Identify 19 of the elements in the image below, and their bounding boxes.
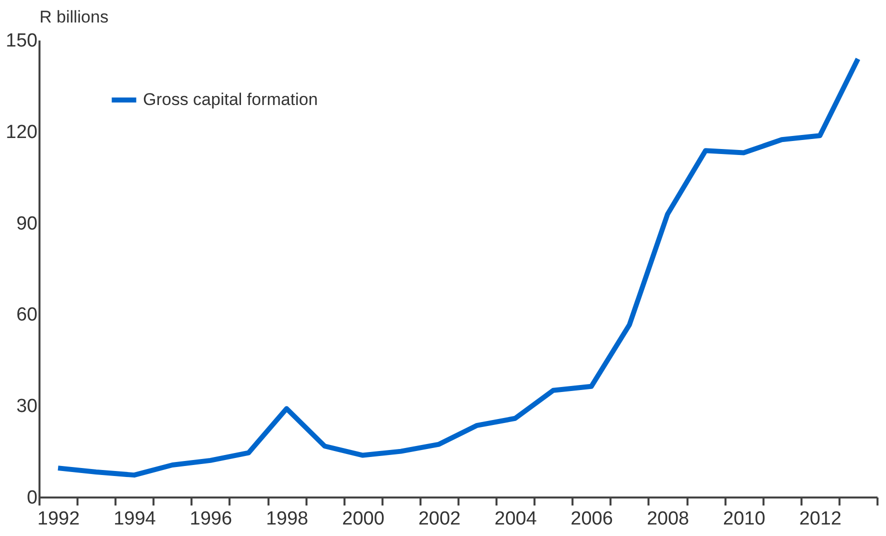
legend-label: Gross capital formation [143, 90, 318, 109]
x-tick-label: 2008 [646, 508, 690, 530]
x-tick-label: 1996 [190, 508, 232, 530]
y-tick-label: 120 [6, 122, 38, 143]
x-tick-label: 2000 [342, 508, 384, 530]
y-tick-label: 150 [6, 30, 38, 52]
y-axis-title: R billions [40, 8, 108, 26]
x-tick-label: 1992 [37, 508, 80, 530]
y-tick-label: 60 [16, 304, 38, 326]
x-tick-label: 2012 [799, 508, 842, 530]
x-tick-label: 2006 [570, 508, 613, 530]
x-tick-label: 2002 [418, 508, 461, 530]
y-tick-label: 30 [16, 396, 38, 418]
y-tick-label: 90 [16, 213, 38, 234]
x-tick-label: 2010 [723, 508, 766, 530]
x-tick-label: 2004 [494, 508, 538, 530]
y-tick-label: 0 [26, 488, 38, 508]
x-tick-label: 1994 [114, 508, 156, 530]
x-tick-label: 1998 [266, 508, 308, 530]
